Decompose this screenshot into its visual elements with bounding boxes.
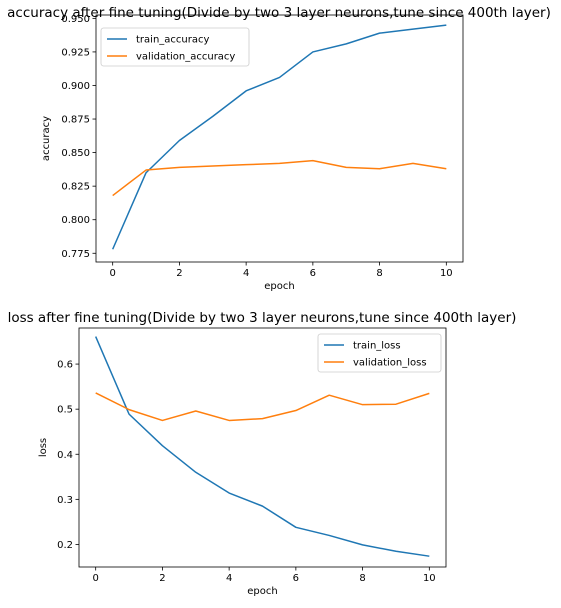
legend-box (317, 333, 442, 373)
legend: train_loss validation_loss (317, 333, 442, 373)
y-tick-label: 0.950 (61, 14, 90, 25)
y-tick-label: 0.925 (61, 47, 90, 58)
y-tick-label: 0.4 (57, 450, 73, 461)
axes-frame (95, 14, 464, 263)
y-tick-label: 0.2 (57, 540, 73, 551)
legend-label-train_accuracy: train_accuracy (136, 35, 209, 46)
x-tick-label: 6 (293, 573, 299, 584)
x-axis-label: epoch (264, 281, 294, 292)
x-tick-label: 0 (109, 268, 115, 279)
axes-frame (78, 327, 447, 568)
legend: train_accuracy validation_accuracy (100, 27, 250, 67)
y-axis-label: accuracy (41, 116, 52, 161)
loss-chart: loss after fine tuning(Divide by two 3 l… (8, 310, 517, 597)
y-tick-label: 0.3 (57, 495, 73, 506)
y-tick-label: 0.900 (61, 81, 90, 92)
y-tick-label: 0.6 (57, 360, 73, 371)
chart-title: accuracy after fine tuning(Divide by two… (7, 5, 551, 21)
series-line-validation_loss (95, 392, 430, 422)
series-line-train_accuracy (111, 24, 447, 250)
y-tick-label: 0.875 (61, 115, 90, 126)
legend-label-validation_loss: validation_loss (353, 358, 427, 369)
x-tick-label: 4 (226, 573, 232, 584)
y-tick-label: 0.775 (61, 249, 90, 260)
y-tick-label: 0.800 (61, 215, 90, 226)
series-line-validation_accuracy (112, 159, 447, 197)
x-tick-label: 10 (440, 268, 453, 279)
legend-label-train_loss: train_loss (353, 341, 401, 352)
x-tick-label: 2 (176, 268, 182, 279)
legend-box (100, 27, 250, 67)
series-line-train_loss (94, 336, 430, 557)
y-tick-label: 0.850 (61, 148, 90, 159)
y-tick-label: 0.825 (61, 182, 90, 193)
x-tick-label: 2 (159, 573, 165, 584)
chart-title: loss after fine tuning(Divide by two 3 l… (8, 310, 517, 326)
y-axis-label: loss (38, 438, 49, 457)
x-tick-label: 8 (359, 573, 365, 584)
accuracy-chart: accuracy after fine tuning(Divide by two… (7, 5, 551, 292)
x-tick-label: 8 (376, 268, 382, 279)
x-tick-label: 4 (243, 268, 249, 279)
x-tick-label: 0 (92, 573, 98, 584)
x-tick-label: 6 (310, 268, 316, 279)
x-axis-label: epoch (247, 586, 277, 597)
x-tick-label: 10 (423, 573, 436, 584)
legend-label-validation_accuracy: validation_accuracy (136, 52, 235, 63)
y-tick-label: 0.5 (57, 405, 73, 416)
